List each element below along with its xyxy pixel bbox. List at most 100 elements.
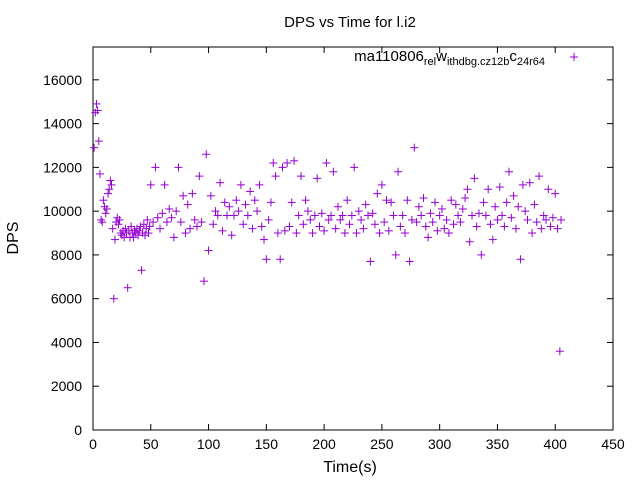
plot-frame [92, 46, 614, 431]
data-point [313, 174, 322, 183]
data-point [266, 198, 275, 207]
data-point [437, 204, 446, 213]
data-point [93, 106, 102, 115]
data-point [329, 167, 338, 176]
data-point [317, 209, 326, 218]
data-point [498, 211, 507, 220]
data-point [248, 224, 257, 233]
data-point [495, 183, 504, 192]
data-point [310, 211, 319, 220]
data-point [227, 231, 236, 240]
legend-label: ma110806relwithdbg.cz12bc24r64 [354, 48, 545, 68]
data-point [412, 218, 421, 227]
data-point [396, 222, 405, 231]
y-axis: 0 2000 4000 6000 8000 10000 12000 14000 16000 [43, 72, 613, 438]
data-point [264, 215, 273, 224]
data-point [218, 226, 227, 235]
data-point [340, 229, 349, 238]
y-tick-label: 2000 [51, 378, 82, 394]
data-point [523, 215, 532, 224]
legend: ma110806relwithdbg.cz12bc24r64 [354, 48, 578, 68]
data-point [243, 211, 252, 220]
data-point [110, 235, 119, 244]
data-point [260, 235, 269, 244]
data-point [107, 180, 116, 189]
data-point [507, 213, 516, 222]
data-points [90, 99, 565, 356]
data-point [557, 215, 565, 224]
data-point [444, 229, 453, 238]
data-point [151, 163, 160, 172]
data-point [419, 194, 428, 203]
data-point [246, 187, 255, 196]
data-point [283, 158, 292, 167]
data-point [477, 250, 486, 259]
data-point [181, 229, 190, 238]
data-point [285, 222, 294, 231]
data-point [158, 209, 167, 218]
data-point [115, 215, 124, 224]
data-point [442, 215, 451, 224]
data-point [502, 198, 511, 207]
data-point [287, 198, 296, 207]
data-point [407, 215, 416, 224]
data-point [456, 218, 465, 227]
data-point [253, 207, 262, 216]
x-tick-label: 150 [255, 436, 279, 452]
data-point [518, 180, 527, 189]
data-point [521, 207, 530, 216]
data-point [174, 163, 183, 172]
data-point [414, 202, 423, 211]
data-point [479, 198, 488, 207]
data-point [474, 209, 483, 218]
data-point [306, 215, 315, 224]
x-axis: 0 50 100 150 200 250 300 350 400 450 [89, 47, 625, 452]
y-tick-label: 8000 [51, 247, 82, 263]
data-point [481, 211, 490, 220]
data-point [104, 189, 113, 198]
data-point [223, 211, 232, 220]
data-point [514, 202, 523, 211]
data-point [505, 167, 513, 176]
x-axis-title: Time(s) [323, 459, 377, 476]
chart-title: DPS vs Time for l.i2 [284, 14, 416, 31]
data-point [149, 218, 158, 227]
y-tick-label: 12000 [43, 159, 82, 175]
data-point [377, 180, 386, 189]
data-point [92, 99, 101, 108]
data-point [458, 204, 467, 213]
data-point [269, 158, 278, 167]
data-point [183, 200, 192, 209]
data-point [204, 246, 213, 255]
data-point [331, 224, 340, 233]
data-point [102, 204, 111, 213]
data-point [491, 202, 500, 211]
data-point [382, 196, 391, 205]
data-point [417, 211, 426, 220]
data-point [373, 189, 382, 198]
legend-marker [570, 53, 578, 61]
data-point [179, 191, 188, 200]
data-point [250, 196, 259, 205]
data-point [426, 209, 435, 218]
data-point [384, 226, 393, 235]
data-point [94, 137, 103, 146]
data-point [127, 222, 136, 231]
data-point [90, 143, 99, 152]
data-point [431, 198, 440, 207]
data-point [278, 163, 287, 172]
data-point [193, 222, 201, 231]
x-tick-label: 350 [486, 436, 510, 452]
data-point [239, 220, 248, 229]
data-point [553, 224, 562, 233]
y-tick-label: 6000 [51, 291, 82, 307]
data-point [143, 215, 152, 224]
data-point [433, 226, 442, 235]
data-point [186, 224, 195, 233]
data-point [484, 185, 493, 194]
data-point [234, 207, 243, 216]
data-point [134, 231, 143, 240]
data-point [470, 174, 479, 183]
data-point [336, 215, 345, 224]
